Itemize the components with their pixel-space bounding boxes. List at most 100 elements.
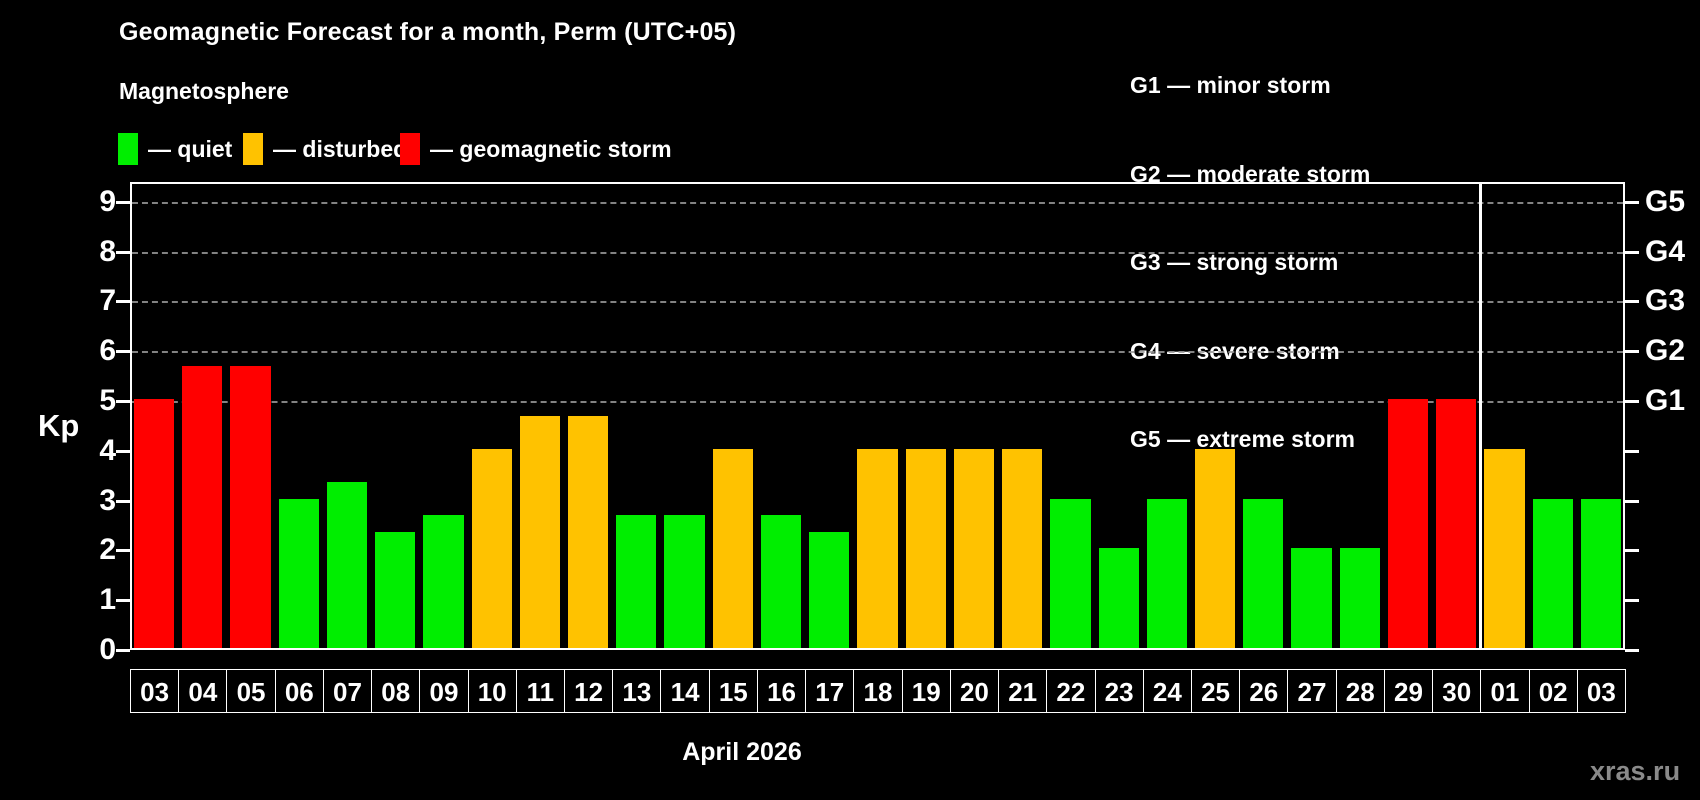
bar-day-03: [134, 399, 175, 648]
right-tick-kp-7: [1625, 300, 1639, 304]
bar-day-24: [1146, 498, 1187, 648]
gridline-kp-5: [132, 401, 1623, 404]
right-tick-kp-6: [1625, 350, 1639, 354]
legend-label-storm: — geomagnetic storm: [430, 135, 672, 162]
chart-subtitle: Magnetosphere: [119, 78, 289, 104]
month-separator-line: [1478, 182, 1482, 650]
bar-day-20: [953, 448, 995, 648]
day-label-05: 05: [226, 669, 276, 713]
day-label-28: 28: [1335, 669, 1385, 713]
kp-tick-label-8: 8: [99, 234, 116, 268]
right-tick-kp-3: [1625, 499, 1639, 503]
day-label-06: 06: [274, 669, 324, 713]
day-label-04: 04: [178, 669, 228, 713]
bar-day-21: [1002, 448, 1043, 648]
plot-area: [130, 182, 1625, 650]
bar-day-04: [182, 365, 223, 648]
bar-day-28: [1339, 548, 1380, 648]
bar-day-05: [230, 365, 271, 648]
day-label-07: 07: [322, 669, 373, 713]
left-tick-kp-3: [116, 499, 130, 503]
g-legend-line-g1: G1 — minor storm: [1130, 72, 1331, 98]
storm-color-swatch: [400, 133, 420, 165]
day-label-25: 25: [1190, 669, 1241, 713]
bar-day-12: [568, 415, 609, 648]
bar-day-08: [375, 532, 416, 648]
bar-day-16: [760, 515, 802, 648]
g-tick-label-g1: G1: [1645, 384, 1686, 418]
right-tick-kp-9: [1625, 200, 1639, 204]
gridline-kp-8: [132, 251, 1623, 254]
quiet-color-swatch: [118, 133, 138, 165]
day-label-01-next-month: 01: [1480, 669, 1530, 713]
g-legend-line-g4: G4 — severe storm: [1130, 337, 1340, 364]
bar-day-29: [1387, 399, 1429, 648]
disturbed-color-swatch: [243, 133, 263, 165]
day-label-15: 15: [708, 669, 758, 713]
month-caption: April 2026: [682, 738, 802, 766]
day-label-14: 14: [660, 669, 710, 713]
chart-title: Geomagnetic Forecast for a month, Perm (…: [119, 18, 737, 46]
day-label-21: 21: [998, 669, 1048, 713]
day-label-22: 22: [1046, 669, 1096, 713]
day-label-24: 24: [1142, 669, 1192, 713]
kp-tick-label-0: 0: [99, 633, 116, 666]
bar-day-30: [1436, 399, 1477, 648]
g-legend-line-g5: G5 — extreme storm: [1130, 426, 1355, 452]
legend-label-disturbed: — disturbed: [273, 135, 408, 162]
legend-item-quiet: — quiet: [118, 133, 232, 165]
bar-day-01-next-month: [1484, 448, 1525, 648]
bar-day-11: [519, 415, 561, 648]
bar-day-19: [905, 448, 946, 648]
gridline-kp-6: [132, 351, 1623, 354]
right-tick-kp-1: [1625, 599, 1639, 603]
day-label-30: 30: [1432, 669, 1482, 713]
left-tick-kp-6: [116, 350, 130, 354]
bar-day-03-next-month: [1580, 498, 1621, 648]
bar-day-14: [664, 515, 705, 648]
day-label-03: 03: [130, 669, 180, 713]
day-label-03-next-month: 03: [1576, 669, 1626, 713]
legend-item-disturbed: — disturbed: [243, 133, 407, 165]
left-tick-kp-2: [116, 549, 130, 553]
gridline-kp-7: [132, 301, 1623, 304]
kp-axis-label: Kp: [38, 408, 80, 443]
right-tick-kp-0: [1625, 649, 1639, 652]
legend-label-quiet: — quiet: [148, 135, 233, 162]
left-tick-kp-9: [116, 200, 130, 204]
left-tick-kp-0: [116, 649, 130, 652]
right-tick-kp-4: [1625, 449, 1639, 453]
day-label-13: 13: [612, 669, 662, 713]
watermark: xras.ru: [1590, 756, 1681, 786]
bar-day-25: [1194, 448, 1236, 648]
day-label-16: 16: [756, 669, 807, 713]
kp-tick-label-3: 3: [99, 483, 116, 517]
kp-tick-label-6: 6: [99, 334, 116, 368]
right-tick-kp-8: [1625, 250, 1639, 254]
day-label-26: 26: [1239, 669, 1289, 713]
g-tick-label-g4: G4: [1645, 234, 1686, 268]
left-tick-kp-7: [116, 300, 130, 304]
kp-tick-label-2: 2: [99, 533, 116, 567]
kp-tick-label-7: 7: [99, 284, 116, 318]
day-label-29: 29: [1383, 669, 1434, 713]
bar-day-02-next-month: [1532, 498, 1573, 648]
kp-tick-label-9: 9: [99, 184, 116, 218]
bar-day-15: [712, 448, 753, 648]
kp-tick-label-1: 1: [99, 583, 116, 617]
bar-day-18: [857, 448, 898, 648]
bar-day-13: [616, 515, 657, 648]
day-label-08: 08: [371, 669, 421, 713]
day-label-23: 23: [1094, 669, 1144, 713]
gridline-kp-9: [132, 201, 1623, 204]
day-label-19: 19: [901, 669, 951, 713]
bar-day-17: [809, 532, 850, 648]
day-label-27: 27: [1287, 669, 1337, 713]
left-tick-kp-1: [116, 599, 130, 603]
g-tick-label-g5: G5: [1645, 184, 1686, 218]
g-tick-label-g2: G2: [1645, 334, 1686, 368]
left-tick-kp-5: [116, 400, 130, 404]
day-label-11: 11: [515, 669, 566, 713]
day-label-12: 12: [564, 669, 614, 713]
